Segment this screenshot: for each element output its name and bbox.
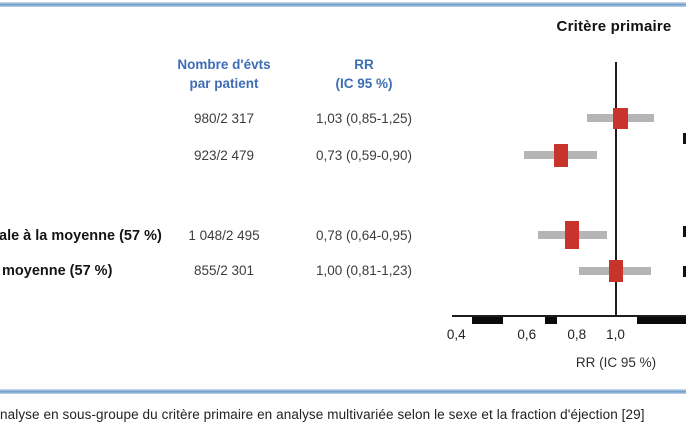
rr-point-marker-row1 — [613, 107, 629, 129]
events-cell-row1: 980/2 317 — [193, 111, 255, 126]
x-axis-tick-label: 0,4 — [446, 327, 466, 342]
column-header-rr-line1: RR — [354, 57, 374, 72]
events-cell-row2: 923/2 479 — [193, 148, 255, 163]
column-header-rr: RR (IC 95 %) — [294, 55, 434, 93]
top-border-line — [0, 2, 686, 7]
column-header-events: Nombre d'évts par patient — [154, 55, 294, 93]
clipped-right-label-fragment — [683, 133, 686, 144]
x-axis-tick-label: 0,8 — [567, 327, 587, 342]
bottom-border-line — [0, 389, 686, 394]
rr-point-marker-row3 — [565, 221, 580, 249]
x-axis-line — [452, 315, 686, 317]
events-cell-row4: 855/2 301 — [193, 263, 255, 278]
x-axis-thick-segment — [472, 317, 503, 324]
clipped-right-label-fragment — [683, 266, 686, 277]
clipped-right-label-fragment — [683, 226, 686, 237]
column-header-events-line1: Nombre d'évts — [177, 57, 271, 72]
reference-line-rr1 — [615, 62, 617, 317]
rr-cell-row3: 0,78 (0,64-0,95) — [315, 228, 413, 243]
rr-point-marker-row2 — [553, 143, 568, 167]
row-label-row4: moyenne (57 %) — [2, 263, 113, 279]
rr-cell-row2: 0,73 (0,59-0,90) — [315, 148, 413, 163]
x-axis-tick-label: 0,6 — [517, 327, 537, 342]
column-header-events-line2: par patient — [189, 76, 259, 91]
events-cell-row3: 1 048/2 495 — [188, 228, 260, 243]
plot-title: Critère primaire — [556, 18, 672, 35]
rr-point-marker-row4 — [608, 260, 623, 282]
figure-caption: nalyse en sous-groupe du critère primair… — [0, 407, 645, 422]
column-header-rr-line2: (IC 95 %) — [335, 76, 393, 91]
x-axis-tick-label: 1,0 — [606, 327, 625, 342]
x-axis-title: RR (IC 95 %) — [575, 355, 657, 370]
x-axis-thick-segment — [545, 317, 557, 324]
rr-cell-row1: 1,03 (0,85-1,25) — [315, 111, 413, 126]
row-label-row3: ale à la moyenne (57 %) — [0, 228, 162, 244]
x-axis-thick-segment — [637, 317, 686, 324]
rr-cell-row4: 1,00 (0,81-1,23) — [315, 263, 413, 278]
